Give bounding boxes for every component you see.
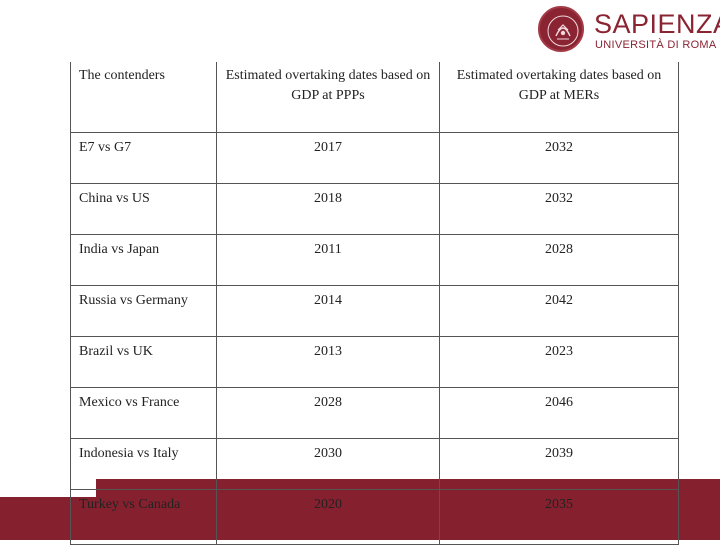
cell-contenders: Mexico vs France [70, 387, 217, 439]
table-row: Russia vs Germany 2014 2042 [70, 285, 679, 337]
cell-ppp: 2030 [216, 438, 440, 490]
cell-ppp: 2011 [216, 234, 440, 286]
university-seal-icon [538, 6, 584, 52]
cell-ppp: 2014 [216, 285, 440, 337]
table-row: Indonesia vs Italy 2030 2039 [70, 438, 679, 490]
brand-subtitle: UNIVERSITÀ DI ROMA [595, 39, 717, 51]
header-contenders: The contenders [70, 62, 217, 133]
cell-ppp: 2013 [216, 336, 440, 388]
cell-mer: 2039 [439, 438, 679, 490]
cell-contenders: Turkey vs Canada [70, 489, 217, 545]
seal-emblem-icon [547, 15, 579, 47]
cell-contenders: E7 vs G7 [70, 132, 217, 184]
cell-ppp: 2020 [216, 489, 440, 545]
cell-ppp: 2018 [216, 183, 440, 235]
cell-ppp: 2028 [216, 387, 440, 439]
table-row: E7 vs G7 2017 2032 [70, 132, 679, 184]
overtaking-dates-table: The contenders Estimated overtaking date… [70, 62, 679, 545]
brand-name: SAPIENZA [594, 9, 720, 39]
cell-contenders: Russia vs Germany [70, 285, 217, 337]
cell-contenders: Brazil vs UK [70, 336, 217, 388]
cell-contenders: India vs Japan [70, 234, 217, 286]
cell-mer: 2032 [439, 132, 679, 184]
header-ppp: Estimated overtaking dates based on GDP … [216, 62, 440, 133]
cell-mer: 2035 [439, 489, 679, 545]
cell-mer: 2023 [439, 336, 679, 388]
cell-mer: 2032 [439, 183, 679, 235]
cell-contenders: China vs US [70, 183, 217, 235]
cell-ppp: 2017 [216, 132, 440, 184]
cell-mer: 2028 [439, 234, 679, 286]
header-mer: Estimated overtaking dates based on GDP … [439, 62, 679, 133]
table-row: Mexico vs France 2028 2046 [70, 387, 679, 439]
table-row: India vs Japan 2011 2028 [70, 234, 679, 286]
table-row: Turkey vs Canada 2020 2035 [70, 489, 679, 545]
cell-mer: 2046 [439, 387, 679, 439]
table-row: Brazil vs UK 2013 2023 [70, 336, 679, 388]
sapienza-logo: SAPIENZA UNIVERSITÀ DI ROMA [538, 6, 720, 58]
table-row: China vs US 2018 2032 [70, 183, 679, 235]
table-header-row: The contenders Estimated overtaking date… [70, 62, 679, 133]
cell-contenders: Indonesia vs Italy [70, 438, 217, 490]
cell-mer: 2042 [439, 285, 679, 337]
